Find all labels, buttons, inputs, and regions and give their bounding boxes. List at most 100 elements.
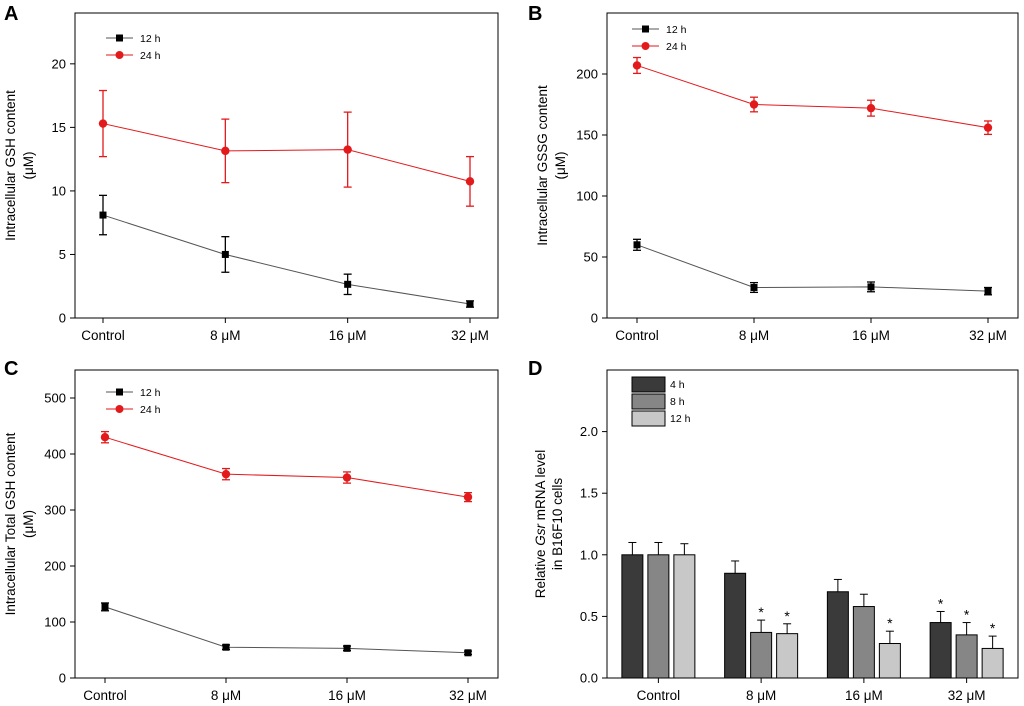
panel-d-y-tick-label: 0.5 — [580, 609, 598, 624]
panel-b-legend-label: 24 h — [666, 41, 687, 53]
panel-a-data-point — [98, 119, 108, 128]
panel-c-series-line — [104, 436, 469, 498]
panel-a-y-tick-label: 0 — [59, 311, 66, 326]
panel-d-x-tick-label: 16 μM — [845, 688, 883, 703]
panel-c-x-tick-label: 16 μM — [328, 688, 366, 703]
panel-c-data-point — [463, 492, 473, 502]
panel-b-legend-marker — [641, 42, 650, 50]
panel-b-data-point — [983, 123, 993, 132]
panel-c-data-point — [222, 643, 230, 651]
panel-a-data-point — [465, 177, 475, 186]
panel-c-x-tick-label: Control — [83, 688, 127, 703]
panel-d-legend-entry: 4 h — [631, 376, 685, 393]
panel-d-legend-label: 4 h — [670, 379, 685, 391]
panel-c-data-point — [343, 644, 351, 652]
panel-a-data-point — [343, 145, 352, 154]
panel-d-legend-entry: 8 h — [631, 393, 685, 410]
panel-d-y-axis-label: Relative Gsr mRNA level in B16F10 cells — [533, 450, 565, 599]
panel-c-y-tick-label: 0 — [59, 671, 66, 686]
panel-a-x-tick-label: 32 μM — [451, 328, 489, 343]
panel-c-series-12h — [101, 602, 472, 657]
panel-d-legend-label: 12 h — [670, 413, 691, 425]
panel-d-y-tick-label: 0.0 — [580, 671, 598, 686]
panel-d-bar — [750, 631, 773, 679]
panel-d-plot-frame — [606, 369, 1019, 679]
panel-d-bar — [981, 647, 1004, 679]
panel-b-letter: B — [528, 3, 542, 25]
panel-c-data-point — [342, 473, 352, 482]
panel-d-bar — [826, 591, 849, 679]
panel-d-bar — [929, 622, 952, 679]
panel-c-legend-entry: 24 h — [106, 404, 161, 416]
panel-b-y-axis-label-line2: (μM) — [553, 151, 568, 179]
panel-a-data-point — [99, 211, 107, 219]
panel-d-y-axis-label-suffix: mRNA level — [533, 450, 548, 524]
panel-c-series-24h — [100, 430, 473, 503]
panel-c-x-tick-label: 32 μM — [449, 688, 487, 703]
panel-d-series-8h: * * — [647, 541, 978, 679]
panel-d-bar — [647, 554, 670, 679]
panel-c-legend-marker — [115, 405, 124, 413]
panel-b-series-line — [636, 244, 989, 292]
panel-c-y-axis-label: Intracellular Total GSH content (μM) — [3, 432, 36, 615]
panel-b-series-line — [636, 64, 989, 129]
panel-b-y-tick-label: 100 — [576, 189, 598, 204]
panel-c: C 0 100 200 300 400 500 Control 8 μM 16 μM 32 μM I… — [3, 358, 499, 703]
panel-d-y-axis-label-line2: in B16F10 cells — [550, 478, 565, 571]
panel-b-y-axis-label: Intracellular GSSG content (μM) — [535, 85, 568, 246]
panel-d-bar — [852, 606, 875, 679]
panel-c-y-axis-label-line2: (μM) — [21, 510, 36, 538]
panel-a-letter: A — [4, 3, 18, 25]
panel-c-legend-entry: 12 h — [106, 387, 161, 399]
panel-b: B 0 50 100 150 200 Control 8 μM 16 μM 32 μM Intra… — [528, 3, 1019, 343]
panel-d-legend-entry: 12 h — [631, 410, 691, 427]
panel-a-legend-entry: 24 h — [106, 50, 161, 62]
panel-d-legend-label: 8 h — [670, 396, 685, 408]
panel-d-legend-swatch — [631, 410, 666, 427]
panel-c-data-point — [100, 433, 110, 442]
panel-a-legend-marker — [116, 34, 123, 42]
panel-a-data-point — [344, 280, 352, 288]
panel-b-data-point — [867, 283, 875, 291]
panel-b-x-tick-label: 32 μM — [969, 328, 1007, 343]
panel-b-x-tick-label: 16 μM — [852, 328, 890, 343]
panel-b-x-tick-label: 8 μM — [739, 328, 769, 343]
panel-d-bar — [955, 634, 978, 679]
panel-b-x-tick-label: Control — [615, 328, 659, 343]
panel-b-data-point — [750, 284, 758, 291]
panel-d-series-4h: * — [621, 541, 952, 679]
panel-d-x-tick-label: 8 μM — [746, 688, 776, 703]
panel-a-x-tick-label: 16 μM — [329, 328, 367, 343]
panel-d-significance-star: * — [758, 604, 764, 620]
panel-b-y-tick-label: 150 — [576, 128, 598, 143]
panel-c-legend-label: 24 h — [140, 404, 161, 416]
panel-b-legend-entry: 24 h — [632, 41, 687, 53]
panel-b-legend-marker — [642, 25, 649, 33]
panel-b-data-point — [749, 100, 759, 109]
panel-c-y-axis-label-line1: Intracellular Total GSH content — [3, 432, 18, 615]
panel-a-series-line — [102, 214, 471, 305]
panel-b-y-tick-label: 50 — [584, 250, 598, 265]
panel-c-legend-label: 12 h — [140, 387, 161, 399]
panel-b-legend-entry: 12 h — [632, 24, 687, 36]
panel-b-data-point — [984, 287, 992, 295]
panel-a-legend-entry: 12 h — [106, 33, 161, 45]
panel-c-y-tick-label: 400 — [44, 447, 66, 462]
panel-b-plot-frame — [606, 12, 1019, 319]
panel-c-data-point — [101, 603, 109, 611]
panel-b-data-point — [866, 103, 876, 113]
panel-a-legend-label: 24 h — [140, 50, 161, 62]
panel-c-data-point — [221, 469, 231, 479]
panel-d-bar — [621, 554, 644, 679]
panel-b-series-12h — [633, 238, 992, 296]
panel-a-y-axis-label: Intracellular GSH content (μM) — [3, 90, 36, 241]
panel-b-y-tick-label: 200 — [576, 67, 598, 82]
panel-a-series-12h — [99, 194, 474, 308]
panel-d-significance-star: * — [938, 595, 944, 611]
panel-b-y-tick-label: 0 — [591, 311, 598, 326]
panel-d-x-tick-label: Control — [637, 688, 681, 703]
panel-d-legend-swatch — [631, 393, 666, 410]
panel-a-data-point — [221, 250, 229, 258]
panel-a-data-point — [466, 300, 474, 308]
